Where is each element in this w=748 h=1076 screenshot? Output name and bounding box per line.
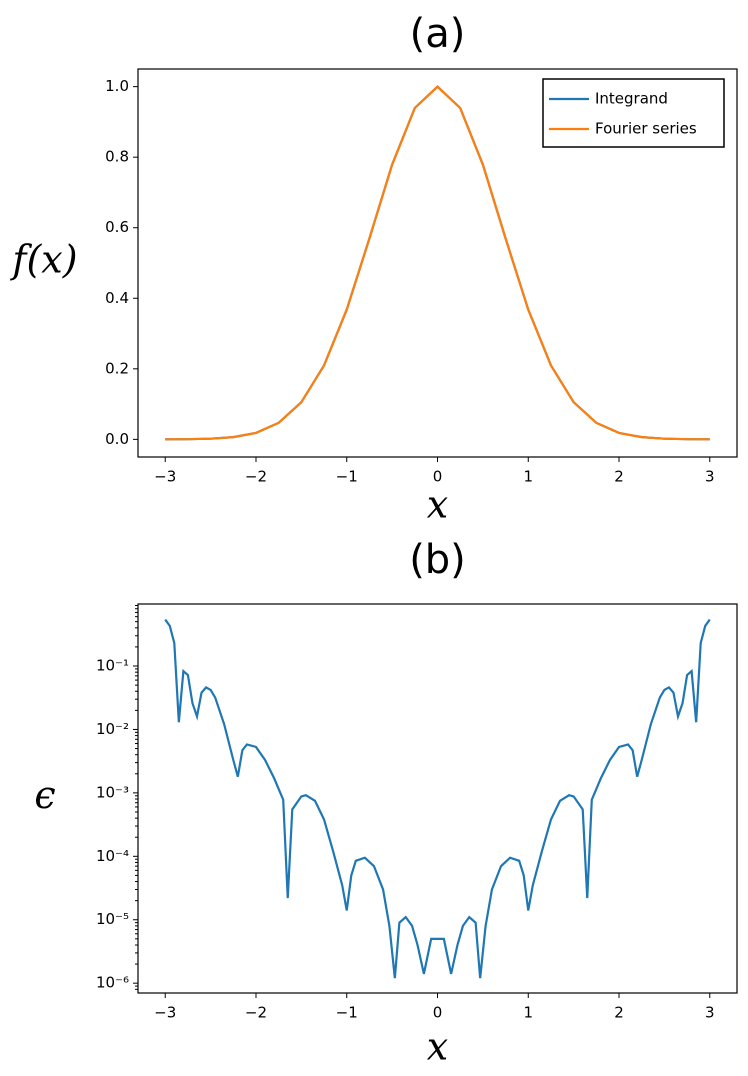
x-tick-label: 2 [614, 1004, 624, 1022]
y-tick-label: 0.0 [105, 430, 129, 448]
plot-frame [137, 68, 738, 458]
x-axis-label: x [427, 483, 448, 527]
x-tick-label: 1 [523, 468, 533, 486]
x-tick-label: −1 [336, 1004, 358, 1022]
legend-label: Integrand [595, 90, 668, 108]
x-tick-label: 0 [433, 468, 443, 486]
x-tick-label: 2 [614, 468, 624, 486]
y-tick-label: 10⁻³ [96, 783, 129, 801]
x-tick-label: −1 [336, 468, 358, 486]
y-tick-label: 0.6 [105, 218, 129, 236]
x-tick-label: 1 [523, 1004, 533, 1022]
x-tick-label: −2 [245, 1004, 267, 1022]
y-tick-label: 10⁻⁶ [96, 974, 129, 992]
x-tick-label: −3 [154, 1004, 176, 1022]
legend-label: Fourier series [595, 120, 697, 138]
y-axis-label: ϵ [34, 773, 55, 817]
y-axis-label: f(x) [9, 238, 77, 282]
x-tick-label: 3 [705, 1004, 715, 1022]
y-tick-label: 10⁻⁵ [96, 910, 129, 928]
y-tick-label: 0.4 [105, 289, 129, 307]
plot-frame [137, 603, 738, 994]
y-tick-label: 0.8 [105, 148, 129, 166]
x-tick-label: −2 [245, 468, 267, 486]
x-axis-label: x [427, 1025, 448, 1069]
chart-title: (a) [410, 11, 466, 57]
x-tick-label: 3 [705, 468, 715, 486]
series-line [164, 618, 711, 979]
y-tick-label: 0.2 [105, 359, 129, 377]
chart-title: (b) [409, 537, 466, 583]
legend-box [542, 78, 725, 148]
series-line [165, 85, 710, 441]
y-tick-label: 10⁻² [96, 720, 129, 738]
y-tick-label: 10⁻⁴ [96, 847, 129, 865]
x-tick-label: 0 [433, 1004, 443, 1022]
x-tick-label: −3 [154, 468, 176, 486]
y-tick-label: 1.0 [105, 77, 129, 95]
y-tick-label: 10⁻¹ [96, 657, 129, 675]
